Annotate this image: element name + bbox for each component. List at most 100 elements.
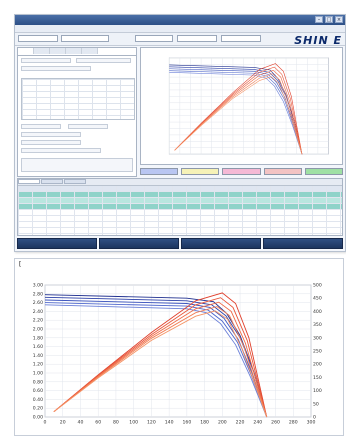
form-tab[interactable] — [18, 48, 34, 54]
x-tick-label: 200 — [218, 420, 227, 426]
bottom-navigation — [17, 238, 343, 249]
form-tab[interactable] — [82, 48, 98, 54]
x-tick-label: 240 — [253, 420, 262, 426]
toolbar: SHIN E — [15, 33, 345, 47]
chart-control-buttons — [140, 166, 344, 176]
y-right-tick-label: 400 — [313, 309, 322, 315]
y-left-tick-label: 2.20 — [33, 318, 43, 324]
form-field[interactable] — [68, 124, 108, 129]
toolbar-field[interactable] — [61, 35, 109, 42]
form-field[interactable] — [21, 58, 71, 63]
x-tick-label: 180 — [200, 420, 209, 426]
table-row[interactable] — [18, 228, 342, 234]
x-tick-label: 280 — [289, 420, 298, 426]
form-field[interactable] — [76, 58, 131, 63]
bottom-tab[interactable] — [99, 238, 179, 249]
panel-label: [ — [19, 261, 22, 268]
y-left-tick-label: 2.00 — [33, 327, 43, 333]
y-left-tick-label: 0.00 — [33, 415, 43, 421]
table-row[interactable] — [18, 192, 342, 198]
y-left-tick-label: 1.20 — [33, 362, 43, 368]
y-left-tick-label: 1.60 — [33, 344, 43, 350]
menu-bar — [15, 25, 345, 33]
power-curve — [53, 310, 268, 418]
table-row[interactable] — [18, 234, 342, 235]
y-right-tick-label: 300 — [313, 335, 322, 341]
form-tab[interactable] — [34, 48, 50, 54]
y-left-tick-label: 1.00 — [33, 371, 43, 377]
table-row[interactable] — [18, 222, 342, 228]
toolbar-field[interactable] — [135, 35, 173, 42]
table-row[interactable] — [18, 198, 342, 204]
y-right-tick-label: 500 — [313, 283, 322, 289]
minimize-button[interactable]: – — [315, 16, 323, 23]
y-right-tick-label: 0 — [313, 415, 316, 421]
y-right-tick-label: 200 — [313, 362, 322, 368]
x-tick-label: 100 — [129, 420, 138, 426]
x-tick-label: 140 — [165, 420, 174, 426]
close-button[interactable]: × — [335, 16, 343, 23]
table-tabs — [18, 179, 342, 186]
form-field[interactable] — [21, 66, 91, 71]
x-tick-label: 60 — [95, 420, 101, 426]
table-tab[interactable] — [41, 179, 63, 184]
chart-button[interactable] — [304, 167, 344, 175]
power-curve — [53, 297, 268, 418]
x-tick-label: 0 — [44, 420, 47, 426]
x-tick-label: 80 — [113, 420, 119, 426]
results-table — [17, 178, 343, 236]
table-row[interactable] — [18, 216, 342, 222]
table-row[interactable] — [18, 210, 342, 216]
chart-button[interactable] — [181, 167, 220, 175]
power-curve — [174, 76, 303, 155]
table-row[interactable] — [18, 204, 342, 210]
parameter-grid[interactable] — [21, 78, 135, 120]
chart-button[interactable] — [263, 167, 302, 175]
y-left-tick-label: 2.80 — [33, 291, 43, 297]
bottom-tab[interactable] — [17, 238, 97, 249]
y-right-tick-label: 350 — [313, 322, 322, 328]
x-tick-label: 40 — [78, 420, 84, 426]
bottom-tab[interactable] — [263, 238, 343, 249]
y-right-tick-label: 250 — [313, 349, 322, 355]
y-left-tick-label: 2.60 — [33, 300, 43, 306]
x-tick-label: 160 — [182, 420, 191, 426]
table-tab[interactable] — [18, 179, 40, 184]
form-tab[interactable] — [50, 48, 66, 54]
x-tick-label: 220 — [236, 420, 245, 426]
y-left-tick-label: 0.40 — [33, 397, 43, 403]
form-field[interactable] — [21, 132, 81, 137]
enlarged-chart-panel: [ 0 20 40 60 80 100 120 140 160 180 200 220 240 260 28… — [14, 258, 344, 436]
y-left-tick-label: 1.40 — [33, 353, 43, 359]
form-field[interactable] — [21, 124, 61, 129]
maximize-button[interactable]: □ — [325, 16, 333, 23]
plot-frame — [168, 57, 329, 155]
toolbar-field[interactable] — [221, 35, 261, 42]
chart-button[interactable] — [222, 167, 261, 175]
form-field[interactable] — [21, 140, 81, 145]
toolbar-field[interactable] — [18, 35, 58, 42]
power-curve — [53, 306, 268, 418]
power-curve — [174, 73, 303, 155]
y-left-tick-label: 0.20 — [33, 406, 43, 412]
x-tick-label: 260 — [271, 420, 280, 426]
chart-button[interactable] — [140, 167, 179, 175]
app-window-screenshot: – □ × SHIN E — [14, 14, 346, 252]
x-tick-label: 120 — [147, 420, 156, 426]
settings-form-panel — [17, 47, 137, 177]
current-curve — [169, 71, 303, 155]
bottom-tab[interactable] — [181, 238, 261, 249]
power-curve — [53, 292, 268, 418]
table-header-row — [18, 186, 342, 192]
y-left-tick-label: 3.00 — [33, 283, 43, 289]
x-tick-label: 20 — [60, 420, 66, 426]
form-field[interactable] — [21, 148, 101, 153]
power-curve — [174, 66, 303, 155]
window-controls: – □ × — [315, 16, 343, 23]
y-left-tick-label: 2.40 — [33, 309, 43, 315]
toolbar-field[interactable] — [177, 35, 217, 42]
table-tab[interactable] — [64, 179, 86, 184]
notes-area[interactable] — [21, 158, 133, 172]
y-left-tick-label: 1.80 — [33, 335, 43, 341]
form-tab[interactable] — [66, 48, 82, 54]
